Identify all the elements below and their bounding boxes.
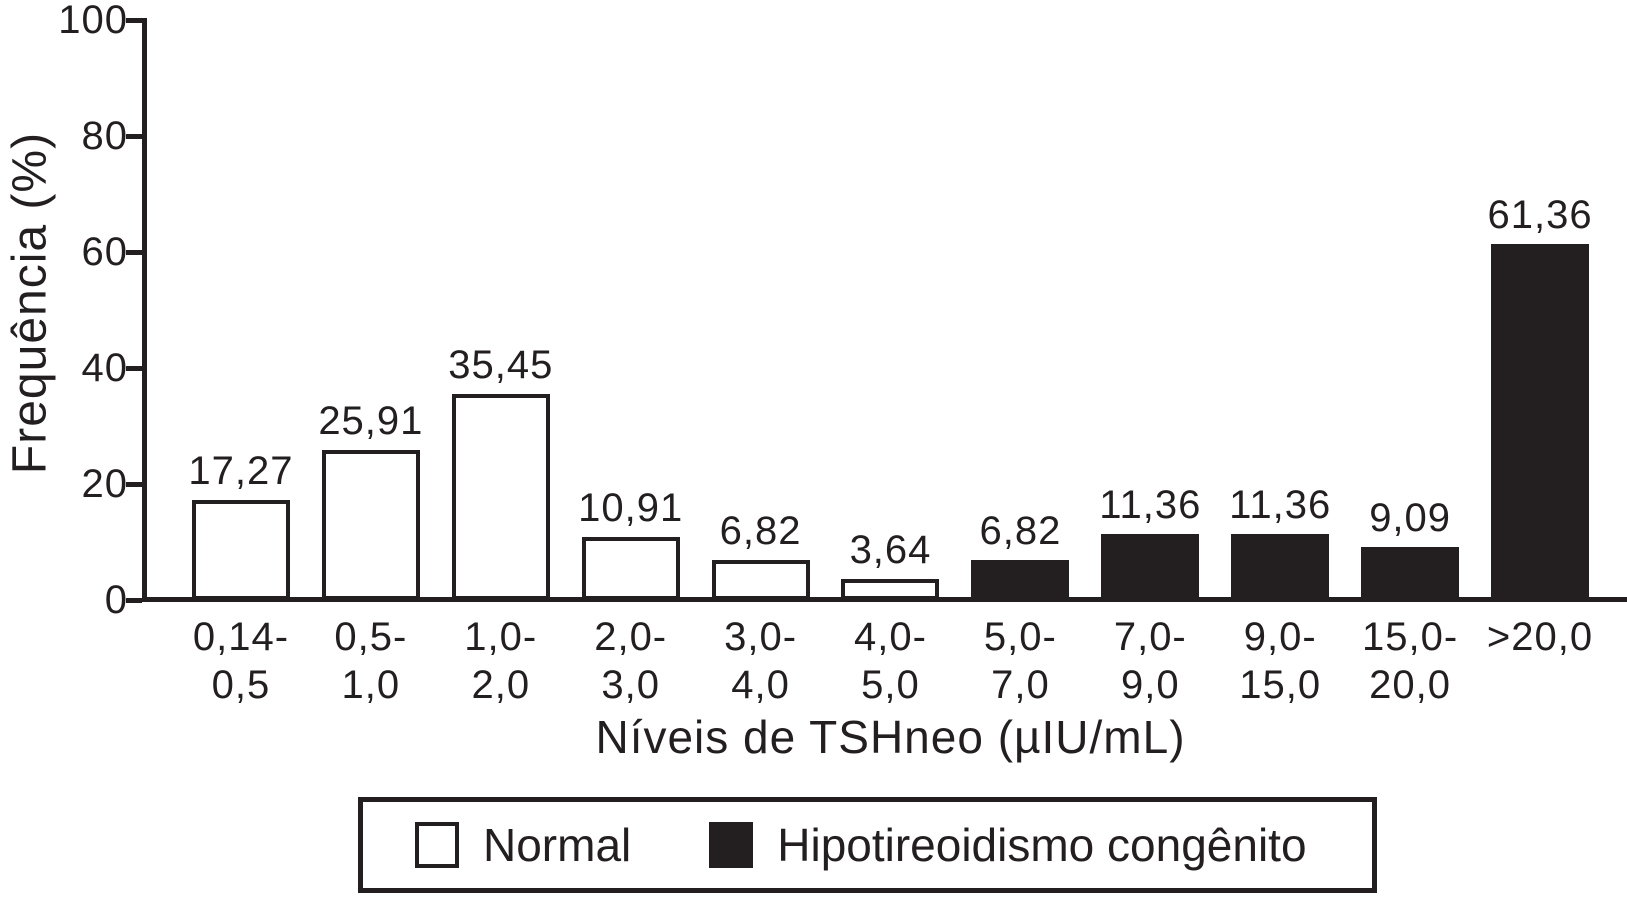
x-category-label: 0,5- 1,0 <box>334 615 408 707</box>
x-category-label: 2,0- 3,0 <box>594 615 668 707</box>
legend: Normal Hipotireoidismo congênito <box>358 797 1377 893</box>
bar <box>1231 534 1330 600</box>
y-tick-label: 0 <box>104 578 128 622</box>
y-tick-mark <box>126 18 142 23</box>
legend-item: Normal <box>415 818 631 872</box>
bar <box>971 560 1070 600</box>
bar-slot: 6,82 3,0- 4,0 <box>696 20 826 707</box>
bar <box>1101 534 1200 600</box>
bar-slot: 35,45 1,0- 2,0 <box>436 20 566 707</box>
y-tick-mark <box>126 250 142 255</box>
x-category-label: 7,0- 9,0 <box>1113 615 1187 707</box>
bar <box>191 500 290 600</box>
bar-value-label: 17,27 <box>188 449 294 493</box>
bar-value-label: 6,82 <box>719 509 802 553</box>
bar-value-label: 25,91 <box>318 399 424 443</box>
y-tick-mark <box>126 482 142 487</box>
bar-slot: 25,91 0,5- 1,0 <box>306 20 436 707</box>
x-category-label: 3,0- 4,0 <box>724 615 798 707</box>
bar <box>451 394 550 600</box>
x-category-label: 15,0- 20,0 <box>1362 615 1459 707</box>
legend-swatch <box>415 822 459 868</box>
y-tick-label: 20 <box>81 462 128 506</box>
bar-slot: 11,36 7,0- 9,0 <box>1085 20 1215 707</box>
bar <box>581 537 680 600</box>
bar-slot: 3,64 4,0- 5,0 <box>826 20 956 707</box>
bar-value-label: 6,82 <box>979 509 1062 553</box>
y-tick-label: 40 <box>81 346 128 390</box>
y-tick-label: 100 <box>58 0 128 42</box>
y-tick-label: 60 <box>81 230 128 274</box>
legend-label: Hipotireoidismo congênito <box>777 819 1307 871</box>
x-category-label: 1,0- 2,0 <box>464 615 538 707</box>
x-axis-title: Níveis de TSHneo (µIU/mL) <box>595 711 1186 763</box>
y-tick-label: 80 <box>81 114 128 158</box>
x-category-label: 0,14- 0,5 <box>192 615 290 707</box>
x-category-label: >20,0 <box>1486 615 1594 659</box>
x-category-label: 9,0- 15,0 <box>1239 615 1322 707</box>
bar-slot: 17,27 0,14- 0,5 <box>176 20 306 707</box>
bar <box>1491 244 1590 600</box>
x-category-label: 4,0- 5,0 <box>854 615 927 707</box>
bar <box>711 560 810 600</box>
bar <box>841 579 940 600</box>
y-axis-line <box>142 18 147 602</box>
bar-value-label: 10,91 <box>578 486 684 530</box>
bar-slot: 61,36 >20,0 <box>1475 20 1605 659</box>
legend-label: Normal <box>483 819 632 871</box>
bar <box>1361 547 1460 600</box>
legend-item: Hipotireoidismo congênito <box>709 818 1307 872</box>
bar <box>321 450 420 600</box>
y-tick-mark <box>126 366 142 371</box>
y-tick-mark <box>126 598 142 603</box>
bar-slot: 6,82 5,0- 7,0 <box>955 20 1085 707</box>
bar-value-label: 35,45 <box>448 343 554 387</box>
bar-value-label: 11,36 <box>1229 483 1332 527</box>
x-category-label: 5,0- 7,0 <box>983 615 1057 707</box>
bar-value-label: 3,64 <box>849 528 932 572</box>
bars-container: 17,27 0,14- 0,5 25,91 0,5- 1,0 35,45 1,0- 2,0… <box>176 20 1605 707</box>
bar-value-label: 9,09 <box>1369 496 1452 540</box>
bar-slot: 10,91 2,0- 3,0 <box>566 20 696 707</box>
bar-value-label: 11,36 <box>1099 483 1202 527</box>
bar-value-label: 61,36 <box>1487 193 1593 237</box>
y-axis-title: Frequência (%) <box>3 131 57 475</box>
y-tick-mark <box>126 134 142 139</box>
bar-slot: 11,36 9,0- 15,0 <box>1215 20 1345 707</box>
legend-swatch <box>709 822 754 868</box>
bar-slot: 9,09 15,0- 20,0 <box>1345 20 1475 707</box>
